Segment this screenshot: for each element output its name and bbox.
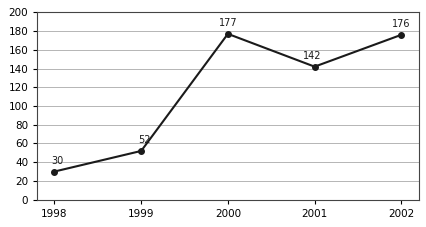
Text: 177: 177 <box>218 18 237 28</box>
Text: 52: 52 <box>137 135 150 145</box>
Text: 176: 176 <box>391 19 410 29</box>
Text: 142: 142 <box>302 51 320 61</box>
Text: 30: 30 <box>51 156 63 166</box>
